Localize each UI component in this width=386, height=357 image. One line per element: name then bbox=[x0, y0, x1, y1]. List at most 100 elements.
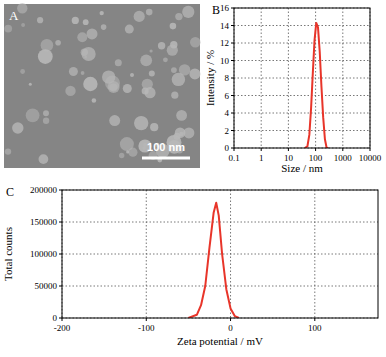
y-tick-label: 150000 bbox=[30, 217, 58, 227]
particle bbox=[87, 28, 98, 39]
particle bbox=[4, 25, 12, 33]
plot-frame bbox=[234, 8, 370, 148]
grid-line bbox=[234, 78, 370, 79]
particle bbox=[17, 3, 27, 13]
y-tick-label: 4 bbox=[225, 108, 230, 118]
particle bbox=[182, 6, 194, 18]
particle bbox=[38, 49, 53, 64]
particle bbox=[100, 11, 104, 15]
micrograph-panel: A 100 nm bbox=[4, 3, 201, 168]
micrograph bbox=[4, 4, 200, 168]
grid-line bbox=[62, 286, 378, 287]
particle bbox=[175, 13, 182, 20]
grid-line bbox=[234, 130, 370, 131]
tick bbox=[230, 318, 231, 321]
x-tick-label: 0.1 bbox=[228, 153, 239, 163]
particle bbox=[176, 110, 187, 121]
x-tick-label: -200 bbox=[54, 323, 71, 333]
particle bbox=[21, 23, 25, 27]
tick bbox=[59, 190, 62, 191]
particle bbox=[130, 73, 134, 77]
y-tick-label: 100000 bbox=[30, 249, 58, 259]
particle bbox=[163, 57, 168, 62]
tick bbox=[59, 222, 62, 223]
series-line bbox=[305, 23, 329, 148]
y-tick-label: 50000 bbox=[35, 281, 58, 291]
chart: -200-1000100050000100000150000200000Zeta… bbox=[2, 185, 378, 347]
tick bbox=[370, 148, 371, 151]
y-tick-label: 0 bbox=[225, 143, 230, 153]
tick bbox=[314, 318, 315, 321]
particle bbox=[171, 67, 177, 73]
particle bbox=[20, 69, 25, 74]
grid-line bbox=[288, 8, 289, 148]
particle bbox=[134, 11, 145, 22]
y-tick-label: 16 bbox=[220, 3, 230, 13]
tick bbox=[342, 148, 343, 151]
particle bbox=[29, 83, 32, 86]
y-tick-label: 0 bbox=[53, 313, 58, 323]
grid-line bbox=[234, 25, 370, 26]
particle bbox=[167, 45, 178, 56]
particle bbox=[37, 17, 43, 23]
particle bbox=[82, 47, 96, 61]
figure: A100 nm0.11101001000100000246810121416Si… bbox=[0, 0, 386, 357]
particle bbox=[102, 70, 115, 83]
particle bbox=[81, 71, 85, 75]
y-axis-label: Intensity / % bbox=[204, 50, 216, 106]
plot-area bbox=[188, 203, 239, 318]
particle bbox=[134, 116, 148, 130]
particle bbox=[39, 154, 49, 164]
tick bbox=[315, 148, 316, 151]
tick bbox=[231, 25, 234, 26]
y-tick-label: 6 bbox=[225, 91, 230, 101]
particle bbox=[146, 9, 153, 16]
particle bbox=[101, 24, 107, 30]
panel-label: B bbox=[212, 3, 220, 17]
particle bbox=[65, 86, 75, 96]
tick bbox=[59, 318, 62, 319]
particle bbox=[92, 98, 97, 103]
particle bbox=[123, 84, 132, 93]
particle bbox=[125, 25, 134, 34]
x-tick-label: 0 bbox=[228, 323, 233, 333]
scale-bar-label: 100 nm bbox=[147, 141, 185, 153]
particle bbox=[55, 40, 61, 46]
y-tick-label: 8 bbox=[225, 73, 230, 83]
particle bbox=[174, 133, 181, 140]
particle bbox=[109, 115, 120, 126]
grid-line bbox=[234, 113, 370, 114]
particle bbox=[77, 32, 87, 42]
particle bbox=[81, 49, 88, 56]
y-tick-label: 14 bbox=[220, 21, 230, 31]
tick bbox=[231, 95, 234, 96]
plot-frame bbox=[62, 190, 378, 318]
tick bbox=[231, 43, 234, 44]
tick bbox=[231, 113, 234, 114]
particle bbox=[84, 56, 87, 59]
particle bbox=[170, 23, 177, 30]
y-tick-label: 2 bbox=[225, 126, 230, 136]
panel-label: A bbox=[9, 8, 19, 23]
particle bbox=[171, 92, 178, 99]
tick bbox=[59, 254, 62, 255]
particle bbox=[140, 54, 152, 66]
particle bbox=[43, 110, 49, 116]
particle bbox=[115, 59, 122, 66]
x-tick-label: 1000 bbox=[334, 153, 353, 163]
series-line bbox=[188, 203, 239, 318]
panel-label: C bbox=[6, 185, 14, 199]
y-axis-label: Total counts bbox=[2, 227, 14, 281]
particle bbox=[83, 77, 97, 91]
particle bbox=[12, 122, 23, 133]
particle bbox=[5, 148, 11, 154]
tick bbox=[231, 78, 234, 79]
chart: 0.11101001000100000246810121416Size / nm… bbox=[204, 3, 382, 174]
scale-bar bbox=[142, 157, 190, 160]
particle bbox=[83, 19, 89, 25]
particle bbox=[26, 108, 40, 122]
particle bbox=[179, 64, 190, 75]
x-tick-label: 10000 bbox=[359, 153, 382, 163]
particle bbox=[142, 79, 153, 90]
grid-line bbox=[234, 95, 370, 96]
